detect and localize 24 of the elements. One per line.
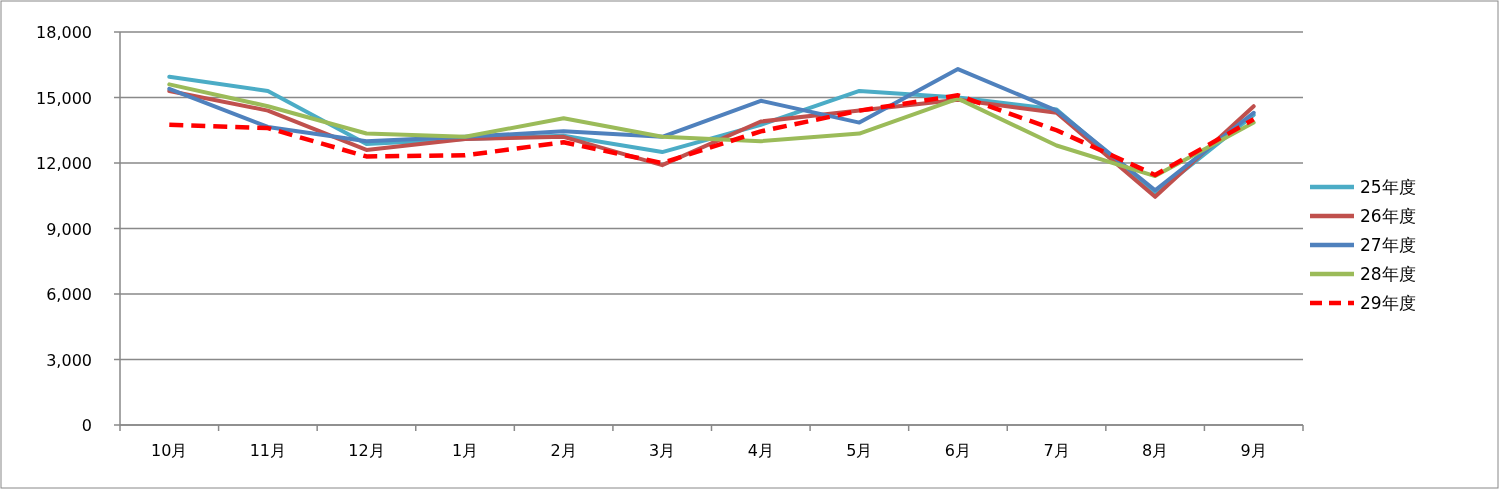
y-tick-label: 0	[81, 416, 92, 435]
x-tick-label: 5月	[846, 441, 873, 460]
legend-label: 28年度	[1360, 264, 1416, 284]
x-tick-label: 8月	[1142, 441, 1169, 460]
y-tick-label: 18,000	[36, 23, 92, 42]
legend-label: 27年度	[1360, 235, 1416, 255]
x-tick-label: 4月	[747, 441, 774, 460]
y-tick-label: 6,000	[46, 285, 92, 304]
x-tick-label: 7月	[1043, 441, 1070, 460]
y-tick-label: 12,000	[36, 154, 92, 173]
legend-label: 29年度	[1360, 293, 1416, 313]
y-tick-label: 3,000	[46, 350, 92, 370]
x-tick-label: 10月	[151, 441, 188, 460]
x-tick-label: 1月	[451, 441, 479, 460]
x-tick-label: 3月	[649, 441, 676, 460]
legend-label: 25年度	[1360, 177, 1416, 197]
legend-label: 26年度	[1360, 206, 1416, 226]
x-tick-label: 12月	[348, 441, 385, 460]
x-tick-label: 2月	[550, 441, 577, 460]
x-tick-label: 11月	[249, 441, 287, 460]
y-tick-label: 9,000	[46, 219, 92, 239]
x-tick-label: 6月	[944, 441, 972, 460]
x-tick-label: 9月	[1240, 441, 1267, 460]
y-tick-label: 15,000	[36, 88, 92, 108]
